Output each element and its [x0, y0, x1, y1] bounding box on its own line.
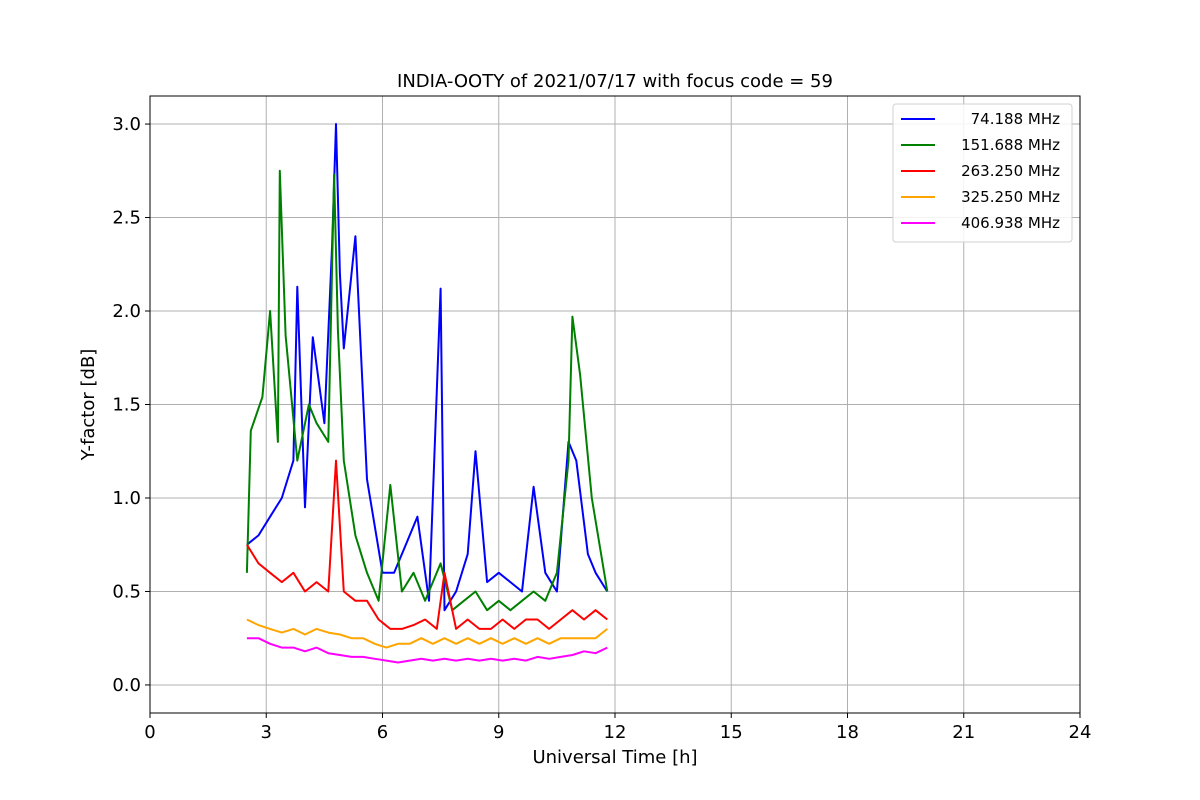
legend-label: 325.250 MHz	[961, 188, 1060, 206]
x-tick-label: 3	[261, 722, 272, 743]
x-tick-label: 9	[493, 722, 504, 743]
legend-label: 151.688 MHz	[961, 136, 1060, 154]
y-tick-label: 1.0	[112, 488, 141, 509]
legend-label: 406.938 MHz	[961, 214, 1060, 232]
chart-title: INDIA-OOTY of 2021/07/17 with focus code…	[397, 71, 833, 92]
legend-box	[892, 103, 1073, 243]
series-line-1	[245, 169, 609, 612]
y-tick-label: 0.5	[112, 581, 141, 602]
x-tick-label: 21	[952, 722, 975, 743]
series-layer	[245, 123, 609, 664]
x-tick-label: 24	[1069, 722, 1092, 743]
y-tick-label: 3.0	[112, 114, 141, 135]
x-tick-label: 18	[836, 722, 859, 743]
legend: 74.188 MHz 151.688 MHz 263.250 MHz 325.250 …	[892, 103, 1073, 243]
legend-label: 74.188 MHz	[971, 110, 1060, 128]
legend-label: 263.250 MHz	[961, 162, 1060, 180]
series-line-3	[246, 618, 608, 649]
x-tick-label: 12	[604, 722, 627, 743]
series-line-2	[246, 459, 608, 630]
series-line-0	[246, 123, 609, 612]
y-tick-label: 2.5	[112, 208, 141, 229]
series-line-4	[246, 637, 608, 664]
y-tick-label: 0.0	[112, 675, 141, 696]
y-tick-label: 1.5	[112, 395, 141, 416]
y-tick-label: 2.0	[112, 301, 141, 322]
x-axis-label: Universal Time [h]	[532, 747, 697, 768]
x-tick-label: 0	[144, 722, 155, 743]
y-axis-label: Y-factor [dB]	[78, 349, 99, 462]
x-tick-label: 6	[377, 722, 388, 743]
ticks: 0 3 6 9 12 15 18 21 24 0.0 0.5 1.0 1.5 2.0 2.5 3.0	[112, 114, 1091, 743]
x-tick-label: 15	[720, 722, 743, 743]
